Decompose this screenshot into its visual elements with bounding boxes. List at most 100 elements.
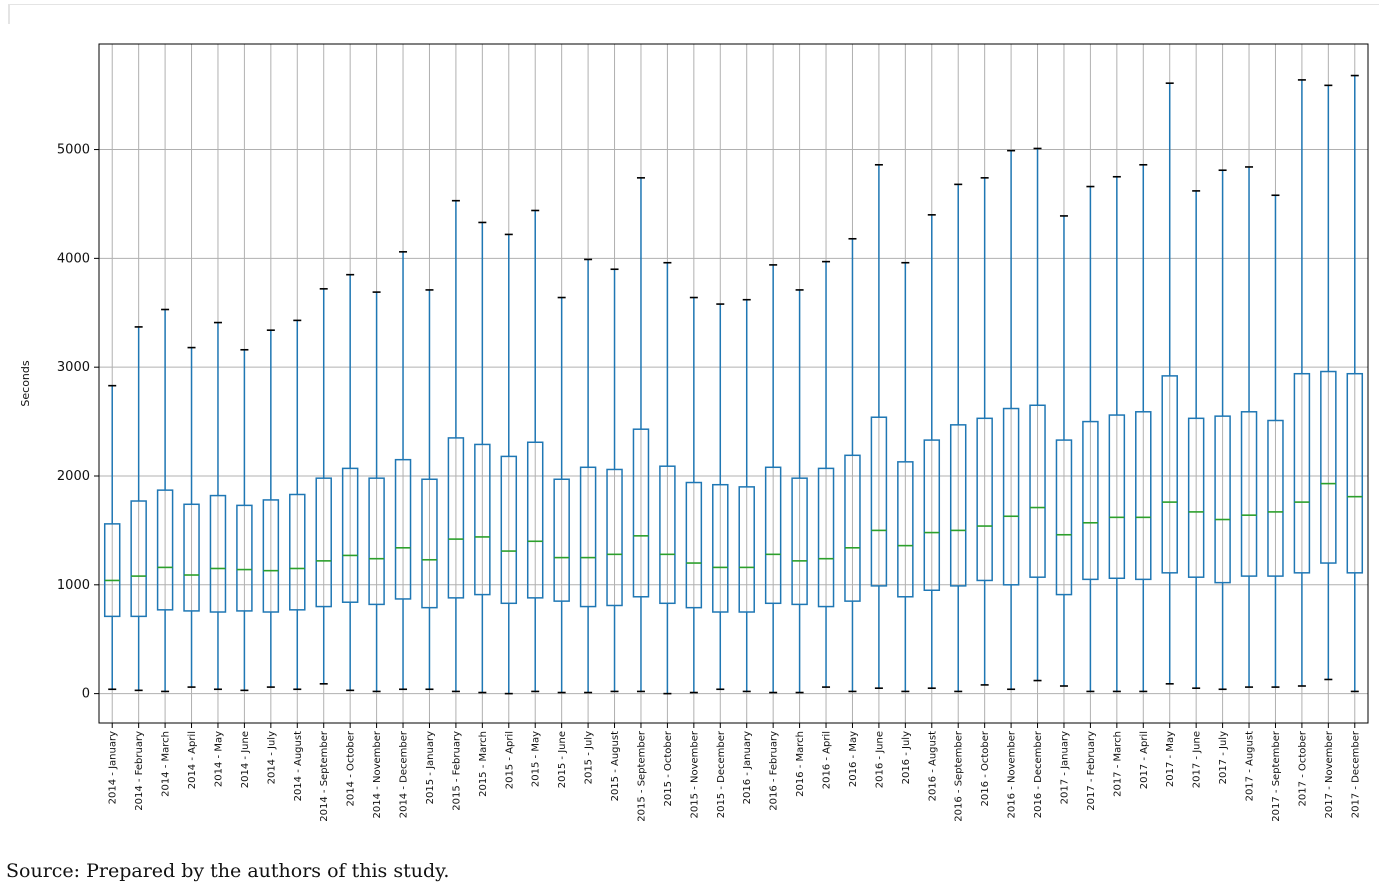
iqr-box [949, 424, 967, 587]
y-tick-label: 0 [82, 687, 90, 702]
iqr-box [474, 443, 491, 596]
iqr-box [764, 466, 782, 605]
iqr-box [1135, 411, 1152, 581]
box-44 [1240, 166, 1258, 688]
box-23 [685, 296, 703, 694]
box-39 [1108, 175, 1126, 693]
plot-frame [98, 43, 1369, 724]
iqr-box [500, 455, 518, 605]
x-tick-label: 2017 - April [1139, 731, 1150, 789]
x-tick-label: 2014 - January [108, 731, 119, 804]
x-tick-label: 2015 - May [531, 731, 542, 787]
x-tick-label: 2016 - January [742, 731, 753, 804]
iqr-box [870, 416, 888, 587]
box-30 [870, 163, 888, 689]
axis-layer: 0 1000 2000 3000 4000 5000 2014 - January 2014 … [57, 143, 1361, 822]
iqr-box [1002, 407, 1020, 586]
box-40 [1135, 163, 1152, 693]
box-35 [1002, 149, 1020, 691]
x-tick-label: 2017 - October [1297, 730, 1308, 806]
x-tick-label: 2017 - September [1271, 730, 1282, 822]
box-4 [183, 346, 200, 688]
x-tick-label: 2015 - January [425, 731, 436, 804]
top-rule [8, 4, 1379, 5]
box-26 [764, 264, 782, 694]
iqr-box [1240, 411, 1258, 577]
box-24 [712, 303, 729, 691]
x-tick-label: 2015 - September [636, 730, 647, 822]
box-29 [844, 237, 861, 693]
box-17 [526, 209, 544, 693]
source-note: Source: Prepared by the authors of this … [6, 860, 450, 882]
iqr-box [897, 461, 914, 598]
box-21 [632, 177, 650, 693]
x-tick-label: 2017 - December [1350, 730, 1361, 818]
iqr-box [791, 477, 808, 606]
y-tick-label: 4000 [57, 251, 90, 266]
y-tick-label: 3000 [57, 360, 90, 375]
x-tick-label: 2017 - May [1165, 731, 1176, 787]
x-tick-label: 2015 - November [689, 730, 700, 818]
box-9 [315, 288, 332, 685]
iqr-box [130, 500, 147, 618]
box-36 [1029, 147, 1046, 682]
box-1 [103, 384, 121, 691]
x-tick-label: 2016 - December [1033, 730, 1044, 818]
box-48 [1346, 74, 1364, 693]
box-47 [1320, 84, 1337, 681]
iqr-box [315, 477, 332, 608]
box-2 [130, 326, 147, 692]
box-10 [341, 273, 359, 692]
y-axis-label: Seconds [19, 360, 32, 406]
iqr-box [976, 417, 993, 582]
x-tick-label: 2017 - November [1324, 730, 1335, 818]
iqr-box [659, 465, 676, 605]
box-27 [791, 289, 808, 694]
box-19 [579, 258, 597, 694]
box-6 [236, 348, 253, 692]
x-tick-label: 2015 - December [716, 730, 727, 818]
iqr-box [394, 458, 412, 600]
box-41 [1161, 82, 1178, 685]
iqr-box [712, 483, 729, 613]
x-tick-label: 2014 - May [213, 731, 224, 787]
iqr-box [844, 454, 861, 602]
iqr-box [156, 489, 174, 611]
x-tick-label: 2017 - August [1245, 731, 1256, 801]
x-tick-label: 2016 - May [848, 731, 859, 787]
iqr-box [1320, 370, 1337, 564]
box-28 [817, 260, 835, 688]
iqr-box [685, 481, 703, 609]
box-45 [1267, 194, 1284, 688]
box-13 [421, 289, 438, 691]
iqr-box [1055, 439, 1073, 596]
iqr-box [368, 477, 385, 606]
box-22 [659, 261, 676, 695]
iqr-box [289, 493, 306, 611]
x-tick-label: 2015 - August [610, 731, 621, 801]
iqr-box [103, 523, 121, 618]
iqr-box [447, 437, 465, 599]
iqr-box [236, 504, 253, 612]
x-tick-label: 2016 - March [795, 731, 806, 797]
x-tick-label: 2014 - October [346, 730, 357, 806]
iqr-box [1082, 420, 1099, 581]
x-tick-label: 2014 - December [399, 730, 410, 818]
iqr-box [1161, 375, 1178, 574]
x-tick-label: 2017 - March [1112, 731, 1123, 797]
iqr-box [209, 494, 227, 613]
box-34 [976, 177, 993, 686]
iqr-box [526, 441, 544, 599]
box-3 [156, 308, 174, 693]
box-11 [368, 291, 385, 693]
box-32 [923, 214, 941, 689]
iqr-box [1293, 372, 1311, 574]
x-tick-label: 2014 - November [372, 730, 383, 818]
box-46 [1293, 79, 1311, 687]
x-tick-label: 2014 - April [187, 731, 198, 789]
x-tick-label: 2016 - April [822, 731, 833, 789]
box-7 [262, 329, 280, 688]
x-tick-label: 2015 - April [504, 731, 515, 789]
y-tick-label: 2000 [57, 469, 90, 484]
x-tick-label: 2016 - July [901, 731, 912, 784]
